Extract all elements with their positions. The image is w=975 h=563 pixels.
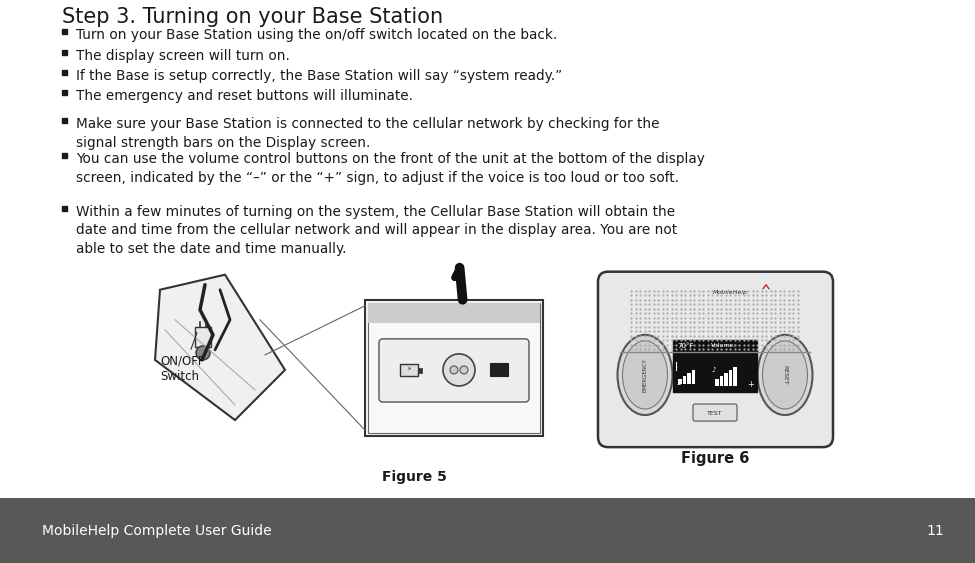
Bar	[720, 376, 723, 386]
Polygon shape	[155, 275, 285, 420]
Ellipse shape	[617, 335, 673, 415]
FancyBboxPatch shape	[693, 404, 737, 421]
Bar	[368, 303, 540, 433]
Text: ON/OFF
Switch: ON/OFF Switch	[160, 355, 205, 383]
Text: MobileHelp Complete User Guide: MobileHelp Complete User Guide	[42, 524, 272, 538]
Bar	[62, 29, 67, 34]
Text: The display screen will turn on.: The display screen will turn on.	[76, 49, 290, 63]
Bar	[400, 364, 418, 376]
Ellipse shape	[762, 341, 807, 409]
Bar	[678, 379, 682, 384]
Bar	[691, 370, 695, 384]
Text: Within a few minutes of turning on the system, the Cellular Base Station will ob: Within a few minutes of turning on the s…	[76, 204, 677, 256]
Bar	[368, 303, 540, 323]
Ellipse shape	[622, 341, 668, 409]
Bar	[62, 90, 67, 95]
Bar	[715, 379, 719, 386]
Circle shape	[443, 354, 475, 386]
Circle shape	[196, 346, 210, 360]
Bar	[62, 153, 67, 158]
Text: If the Base is setup correctly, the Base Station will say “system ready.”: If the Base is setup correctly, the Base…	[76, 69, 563, 83]
Bar	[62, 205, 67, 211]
Text: TEST: TEST	[707, 410, 722, 415]
Bar	[62, 70, 67, 75]
Bar	[724, 373, 727, 386]
Bar	[687, 373, 690, 384]
Text: You can use the volume control buttons on the front of the unit at the bottom of: You can use the volume control buttons o…	[76, 153, 705, 185]
Ellipse shape	[758, 335, 812, 415]
Text: ⚡: ⚡	[406, 366, 410, 372]
Circle shape	[460, 366, 468, 374]
Text: The emergency and reset buttons will illuminate.: The emergency and reset buttons will ill…	[76, 89, 413, 103]
FancyBboxPatch shape	[379, 339, 529, 402]
Text: Step 3. Turning on your Base Station: Step 3. Turning on your Base Station	[62, 7, 443, 27]
Bar	[682, 376, 686, 384]
Text: RESET: RESET	[783, 365, 788, 385]
Bar	[490, 363, 508, 376]
Bar	[365, 300, 543, 436]
Bar	[728, 370, 732, 386]
Text: Turn on your Base Station using the on/off switch located on the back.: Turn on your Base Station using the on/o…	[76, 28, 558, 42]
Text: ♪: ♪	[711, 367, 716, 373]
Text: –: –	[677, 380, 682, 389]
FancyBboxPatch shape	[598, 272, 833, 447]
Text: Volume:: Volume:	[711, 343, 736, 348]
Bar	[418, 368, 422, 373]
Bar	[62, 118, 67, 123]
Text: +: +	[747, 380, 754, 389]
Bar	[62, 50, 67, 55]
Text: Figure 6: Figure 6	[681, 451, 749, 466]
Text: Make sure your Base Station is connected to the cellular network by checking for: Make sure your Base Station is connected…	[76, 117, 659, 150]
Bar	[733, 367, 736, 386]
Text: MobileHelp: MobileHelp	[713, 290, 748, 294]
Text: 11: 11	[926, 524, 944, 538]
Bar	[673, 340, 757, 392]
Text: 70°F: 70°F	[677, 343, 693, 349]
Circle shape	[450, 366, 458, 374]
FancyBboxPatch shape	[195, 327, 211, 347]
Text: EMERGENCY: EMERGENCY	[643, 358, 647, 392]
Text: Figure 5: Figure 5	[381, 470, 447, 484]
